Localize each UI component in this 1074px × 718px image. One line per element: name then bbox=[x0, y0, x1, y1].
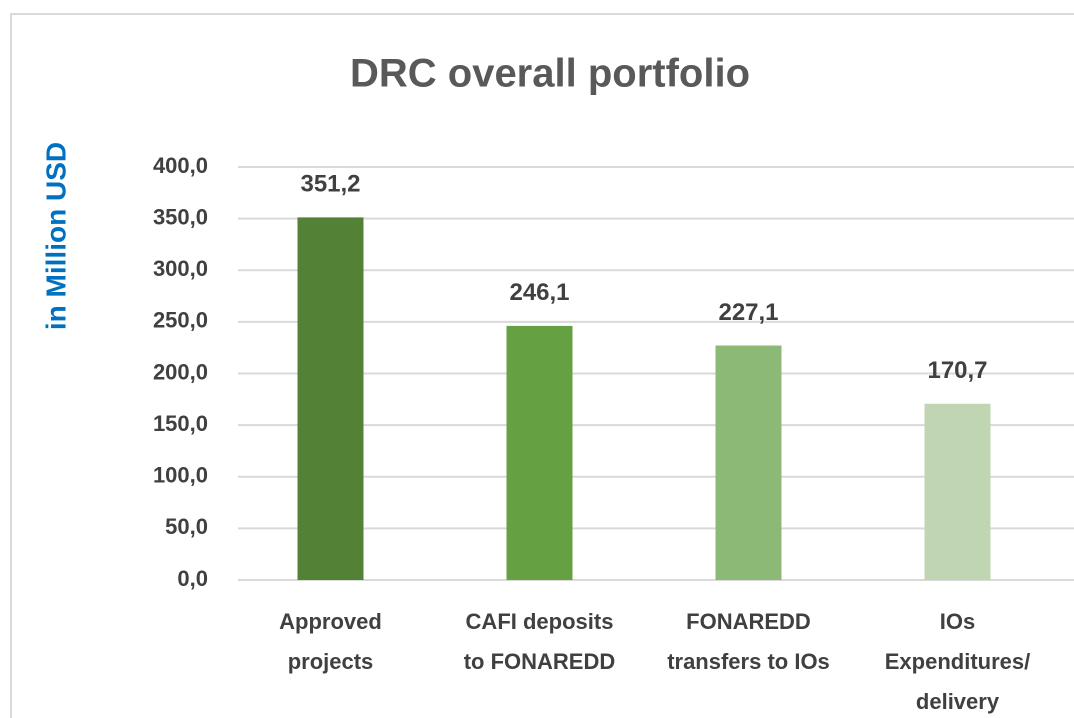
bar bbox=[506, 325, 573, 580]
x-tick-label: transfers to IOs bbox=[667, 649, 830, 674]
data-label: 227,1 bbox=[718, 299, 778, 326]
x-tick-label: CAFI deposits bbox=[466, 609, 614, 634]
x-tick-label: delivery bbox=[916, 689, 1000, 714]
bar bbox=[715, 345, 782, 580]
x-tick-label: Expenditures/ bbox=[885, 649, 1030, 674]
chart-title: DRC overall portfolio bbox=[350, 52, 750, 96]
bar bbox=[924, 403, 991, 580]
y-tick-label: 400,0 bbox=[153, 153, 208, 178]
x-tick-label: IOs bbox=[940, 609, 975, 634]
x-tick-label: to FONAREDD bbox=[464, 649, 616, 674]
y-tick-label: 250,0 bbox=[153, 308, 208, 333]
y-tick-label: 350,0 bbox=[153, 204, 208, 229]
y-tick-label: 200,0 bbox=[153, 359, 208, 384]
y-tick-label: 0,0 bbox=[177, 566, 208, 591]
data-label: 246,1 bbox=[509, 279, 569, 306]
y-tick-label: 150,0 bbox=[153, 411, 208, 436]
x-tick-label: Approved bbox=[279, 609, 382, 634]
bar bbox=[297, 217, 364, 581]
y-tick-label: 50,0 bbox=[165, 514, 208, 539]
x-tick-label: projects bbox=[288, 649, 374, 674]
y-tick-label: 100,0 bbox=[153, 463, 208, 488]
y-tick-label: 300,0 bbox=[153, 256, 208, 281]
y-axis-label: in Million USD bbox=[40, 142, 71, 330]
data-label: 351,2 bbox=[300, 171, 360, 198]
data-label: 170,7 bbox=[927, 357, 987, 384]
x-tick-label: FONAREDD bbox=[686, 609, 811, 634]
